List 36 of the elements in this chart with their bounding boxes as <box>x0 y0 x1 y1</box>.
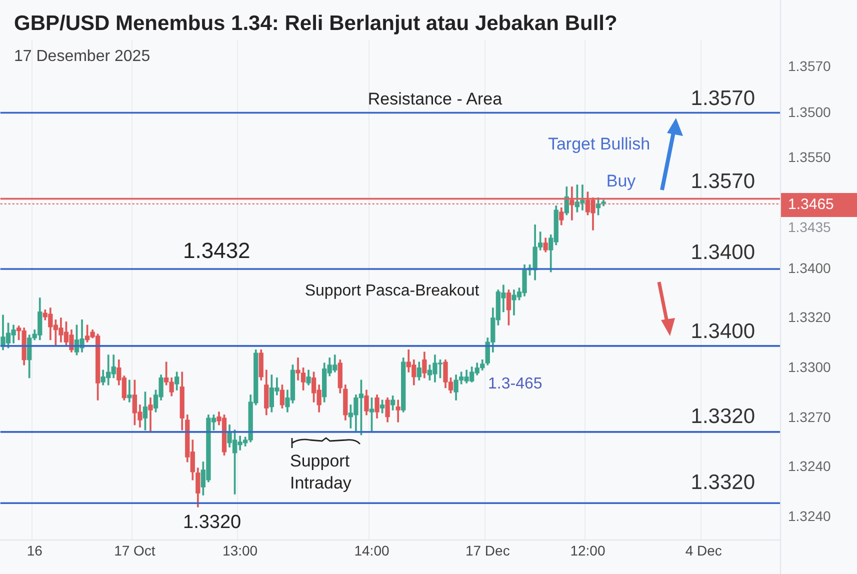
text: 1.3320 <box>183 512 242 534</box>
text: Resistance - Area <box>368 90 503 109</box>
annotation: Support Pasca-Breakout <box>304 282 480 300</box>
x-tick-label: 14:00 <box>354 542 390 558</box>
annotation: 1.3400 <box>690 240 755 264</box>
text: Target Bullish <box>548 134 650 154</box>
x-tick-label: 17 Oct <box>114 542 156 558</box>
annotation: Buy <box>606 172 636 191</box>
candlestick <box>127 380 132 402</box>
text: 1.3400 <box>788 260 832 276</box>
x-tick-label: 17 Dec <box>465 542 510 558</box>
text: 1.3435 <box>788 218 832 235</box>
annotation: 1.3570 <box>690 170 755 193</box>
annotation: 1.3400 <box>690 320 755 343</box>
text: 1.3465 <box>788 196 834 214</box>
text: 1.3300 <box>788 358 832 375</box>
text: 1.3240 <box>788 458 832 474</box>
annotation: 1.3320 <box>690 404 755 428</box>
text: 1.3500 <box>788 104 832 120</box>
x-tick-label: 13:00 <box>222 542 258 558</box>
text: 1.3570 <box>690 86 755 110</box>
chart-title: GBP/USD Menembus 1.34: Reli Berlanjut atau Jebakan Bull? <box>14 12 618 36</box>
x-tick-label: 16 <box>26 542 43 558</box>
x-tick-label: 12:00 <box>570 542 606 558</box>
annotation: Support Intraday <box>290 452 352 493</box>
x-tick-label: 4 Dec <box>685 542 722 558</box>
annotation: 1.3-465 <box>488 375 542 392</box>
chart-subtitle: 17 Desember 2025 <box>14 48 150 66</box>
annotation: 1.3432 <box>183 238 250 264</box>
text: 1.3550 <box>788 148 832 165</box>
text: 1.3570 <box>788 58 832 74</box>
text: 1.3270 <box>788 408 832 425</box>
annotation: 1.3320 <box>690 470 755 494</box>
text: 1.3240 <box>788 508 832 524</box>
candlestick <box>396 400 400 422</box>
text: 1.3320 <box>788 308 832 325</box>
